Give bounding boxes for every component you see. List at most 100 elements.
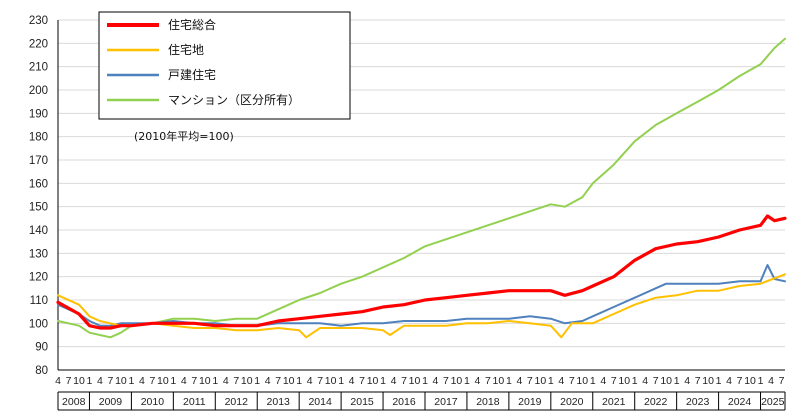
- month-tick-label: 4: [516, 375, 522, 387]
- month-tick-label: 10: [283, 375, 295, 387]
- month-tick-label: 1: [632, 375, 638, 387]
- month-tick-label: 7: [359, 375, 365, 387]
- month-tick-label: 4: [642, 375, 648, 387]
- month-tick-label: 1: [758, 375, 764, 387]
- month-tick-label: 1: [254, 375, 260, 387]
- month-tick-label: 1: [506, 375, 512, 387]
- month-tick-label: 4: [558, 375, 564, 387]
- month-tick-label: 1: [590, 375, 596, 387]
- month-tick-label: 4: [684, 375, 690, 387]
- legend-label-total: 住宅総合: [168, 17, 216, 32]
- year-label: 2021: [602, 396, 626, 408]
- year-label: 2016: [392, 396, 416, 408]
- year-label: 2025: [761, 396, 785, 408]
- month-tick-label: 7: [401, 375, 407, 387]
- month-tick-label: 1: [716, 375, 722, 387]
- month-tick-label: 1: [338, 375, 344, 387]
- month-tick-label: 10: [157, 375, 169, 387]
- month-tick-label: 7: [191, 375, 197, 387]
- month-tick-label: 1: [87, 375, 93, 387]
- month-tick-label: 4: [55, 375, 61, 387]
- month-tick-label: 4: [307, 375, 313, 387]
- month-tick-label: 4: [265, 375, 271, 387]
- y-tick-label: 190: [29, 108, 48, 120]
- legend-label-land: 住宅地: [168, 42, 204, 57]
- month-tick-label: 7: [66, 375, 72, 387]
- month-tick-label: 4: [475, 375, 481, 387]
- y-tick-label: 130: [29, 248, 48, 260]
- month-tick-label: 7: [149, 375, 155, 387]
- month-tick-label: 4: [726, 375, 732, 387]
- month-tick-label: 10: [409, 375, 421, 387]
- series-lines: [56, 37, 787, 339]
- month-tick-label: 4: [600, 375, 606, 387]
- y-tick-label: 160: [29, 178, 48, 190]
- month-tick-label: 7: [611, 375, 617, 387]
- year-label: 2018: [476, 396, 500, 408]
- month-tick-label: 7: [275, 375, 281, 387]
- month-tick-label: 10: [199, 375, 211, 387]
- month-tick-label: 1: [296, 375, 302, 387]
- month-tick-label: 10: [241, 375, 253, 387]
- year-label: 2023: [686, 396, 710, 408]
- y-tick-label: 110: [30, 295, 48, 307]
- y-tick-label: 200: [29, 85, 48, 97]
- month-tick-label: 7: [485, 375, 491, 387]
- month-tick-label: 1: [422, 375, 428, 387]
- month-tick-label: 4: [433, 375, 439, 387]
- month-tick-label: 7: [779, 375, 785, 387]
- month-tick-label: 7: [233, 375, 239, 387]
- month-tick-label: 10: [744, 375, 756, 387]
- y-tick-label: 80: [35, 365, 48, 377]
- base-year-note: (2010年平均=100): [134, 129, 234, 143]
- year-label: 2014: [308, 396, 332, 408]
- month-tick-label: 1: [464, 375, 470, 387]
- month-tick-label: 4: [139, 375, 145, 387]
- y-tick-label: 180: [29, 132, 48, 144]
- month-tick-label: 10: [702, 375, 714, 387]
- month-tick-label: 10: [493, 375, 505, 387]
- year-label: 2010: [141, 396, 165, 408]
- month-tick-label: 7: [653, 375, 659, 387]
- year-label: 2015: [350, 396, 374, 408]
- month-tick-label: 1: [212, 375, 218, 387]
- month-tick-label: 10: [660, 375, 672, 387]
- month-tick-label: 1: [548, 375, 554, 387]
- month-tick-label: 4: [768, 375, 774, 387]
- y-tick-label: 230: [29, 15, 48, 27]
- month-tick-label: 10: [73, 375, 85, 387]
- month-tick-label: 10: [325, 375, 337, 387]
- month-tick-label: 10: [618, 375, 630, 387]
- year-label: 2024: [728, 396, 752, 408]
- month-tick-label: 1: [674, 375, 680, 387]
- month-tick-label: 10: [576, 375, 588, 387]
- year-label: 2011: [183, 396, 206, 408]
- month-tick-label: 4: [223, 375, 229, 387]
- month-tick-label: 7: [317, 375, 323, 387]
- legend-label-detached: 戸建住宅: [168, 67, 216, 82]
- month-tick-label: 7: [569, 375, 575, 387]
- month-tick-label: 7: [108, 375, 114, 387]
- year-label: 2017: [434, 396, 458, 408]
- month-tick-label: 10: [451, 375, 463, 387]
- year-label: 2022: [644, 396, 668, 408]
- y-tick-label: 210: [29, 62, 48, 74]
- month-tick-label: 10: [534, 375, 546, 387]
- month-tick-label: 4: [391, 375, 397, 387]
- y-tick-label: 120: [29, 272, 48, 284]
- month-tick-label: 10: [367, 375, 379, 387]
- month-tick-label: 1: [380, 375, 386, 387]
- year-label: 2013: [267, 396, 291, 408]
- series-line-total: [56, 214, 787, 330]
- y-tick-label: 150: [29, 202, 48, 214]
- month-tick-label: 7: [443, 375, 449, 387]
- legend-label-condo: マンション（区分所有）: [168, 93, 300, 107]
- year-label: 2019: [518, 396, 542, 408]
- y-tick-label: 140: [29, 225, 48, 237]
- month-tick-label: 1: [170, 375, 176, 387]
- month-tick-label: 4: [349, 375, 355, 387]
- month-tick-label: 1: [128, 375, 134, 387]
